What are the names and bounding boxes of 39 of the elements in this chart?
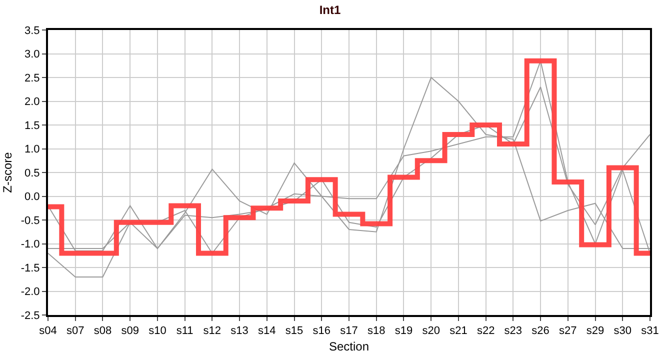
y-tick-label: 2.0 [24, 96, 40, 108]
y-tick-label: 0.5 [24, 167, 40, 180]
y-tick-label: -2.5 [20, 310, 40, 322]
x-tick-label: s20 [422, 325, 440, 338]
y-tick-label: 1.5 [24, 120, 40, 132]
x-tick-label: s04 [39, 325, 57, 338]
y-tick-label: 2.5 [24, 72, 40, 84]
x-tick-label: s13 [230, 325, 248, 338]
y-tick-label: -0.5 [20, 214, 40, 227]
x-tick-label: s29 [586, 325, 604, 338]
x-tick-label: s10 [148, 325, 166, 338]
x-axis-title: Section [328, 340, 370, 354]
y-tick-label: -1.0 [20, 238, 40, 251]
x-tick-label: s11 [176, 325, 194, 338]
y-tick-label: -1.5 [20, 262, 40, 274]
x-tick-label: s07 [66, 325, 84, 338]
x-tick-label: s17 [340, 325, 358, 338]
x-tick-label: s14 [258, 325, 276, 338]
x-tick-label: s22 [476, 325, 495, 338]
x-tick-label: s26 [532, 325, 550, 338]
x-tick-label: s09 [121, 325, 139, 338]
x-tick-label: s12 [203, 325, 222, 338]
y-tick-label: 0.0 [24, 191, 40, 204]
y-tick-label: 3.0 [24, 48, 40, 61]
y-tick-label: 3.5 [24, 24, 40, 37]
x-tick-label: s15 [285, 325, 304, 338]
x-tick-label: s30 [614, 325, 632, 338]
x-tick-label: s21 [450, 325, 468, 338]
x-tick-label: s08 [94, 325, 112, 338]
x-tick-label: s23 [504, 325, 522, 338]
y-axis-title: Z-score [0, 152, 15, 193]
x-tick-label: s16 [312, 325, 331, 338]
y-tick-label: -2.0 [20, 286, 40, 298]
x-tick-label: s31 [641, 325, 659, 338]
chart-title: Int1 [319, 2, 341, 17]
x-tick-label: s18 [367, 325, 386, 338]
x-tick-label: s19 [394, 325, 413, 338]
x-tick-label: s27 [559, 325, 577, 338]
y-tick-label: 1.0 [24, 144, 40, 156]
